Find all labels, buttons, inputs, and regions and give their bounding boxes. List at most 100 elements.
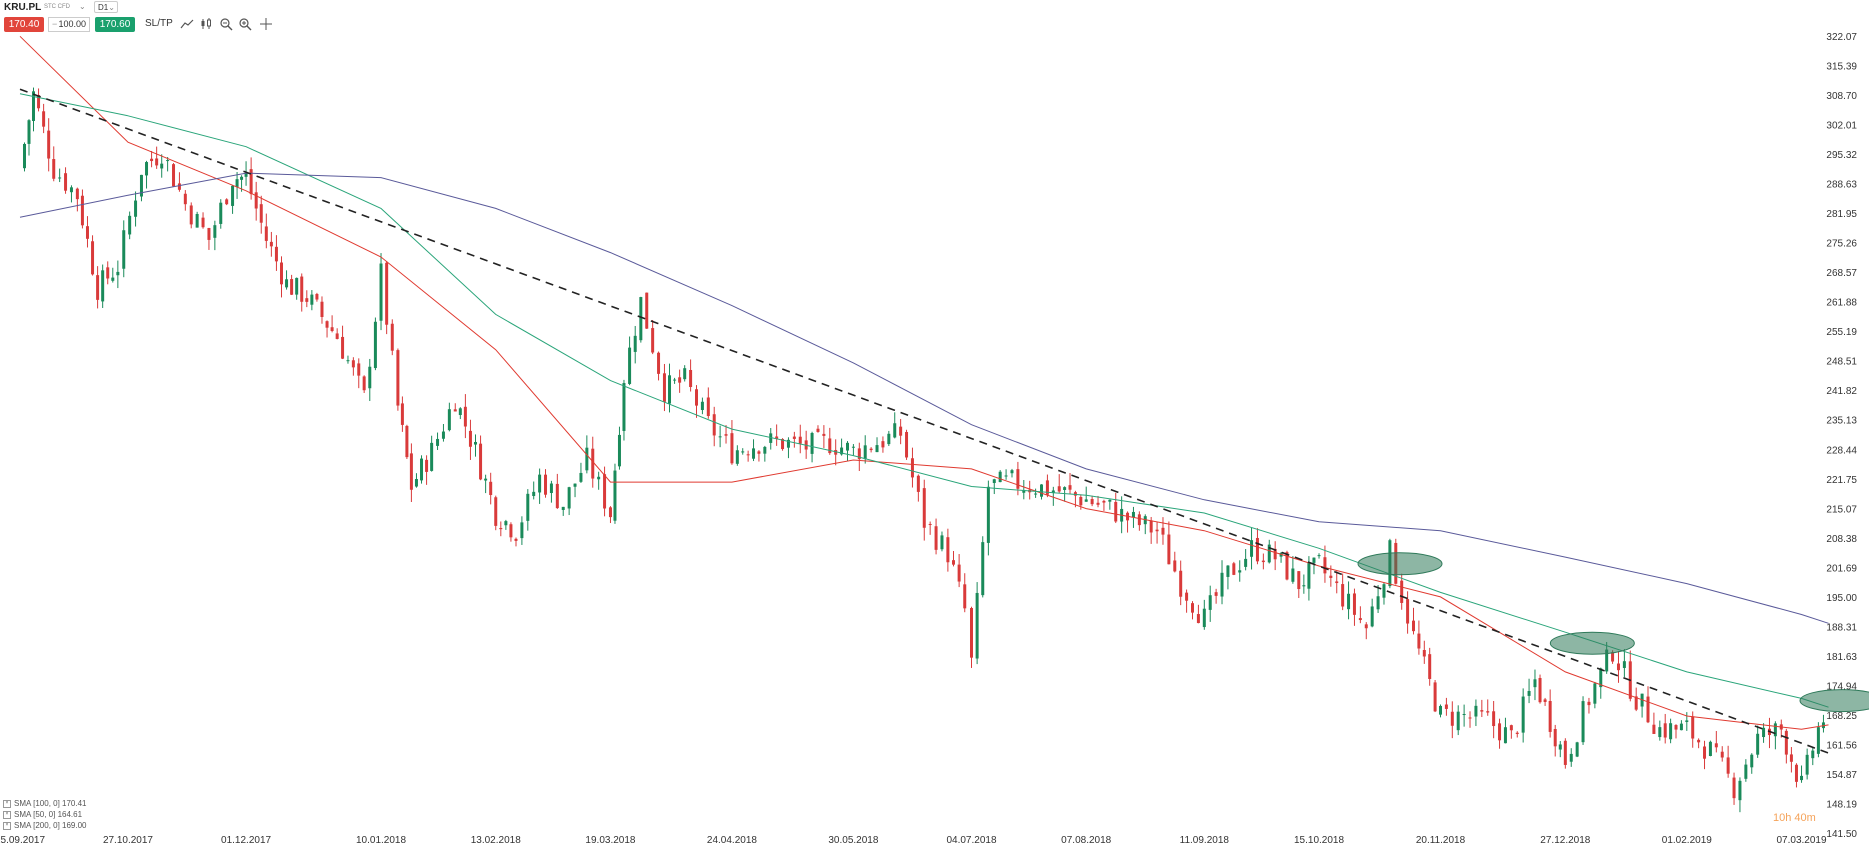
candle-body	[139, 174, 143, 197]
candle-body	[1417, 633, 1421, 649]
candle-body	[1658, 727, 1662, 738]
candle-body	[651, 328, 655, 353]
candle-body	[22, 143, 26, 169]
candle-body	[213, 225, 217, 238]
candle-body	[567, 487, 571, 509]
legend-row[interactable]: × SMA [50, 0] 164.61	[3, 809, 87, 820]
legend-row[interactable]: × SMA [100, 0] 170.41	[3, 798, 87, 809]
crosshair-icon[interactable]	[259, 17, 273, 31]
y-tick-label: 288.63	[1826, 180, 1857, 191]
candle-body	[1548, 700, 1552, 732]
candle-body	[75, 188, 79, 200]
candle-body	[373, 321, 377, 369]
candle-body	[1096, 502, 1100, 505]
candle-body	[1307, 562, 1311, 589]
sma-line	[19, 35, 1829, 730]
legend-label: SMA [200, 0] 169.00	[14, 821, 87, 830]
candle-body	[1456, 711, 1460, 731]
candle-body	[1191, 603, 1194, 613]
toolbar: KRU.PL STC CFD ⌄ D1 ⌄ 170.40 −100.00 170.…	[0, 0, 300, 34]
candle-body	[315, 293, 319, 300]
zoom-out-icon[interactable]	[219, 17, 233, 31]
candle-body	[47, 130, 51, 159]
sltp-button[interactable]: SL/TP	[145, 18, 173, 29]
candle-body	[1214, 592, 1218, 596]
candle-body	[1302, 585, 1306, 587]
candle-body	[899, 426, 903, 436]
candle-body	[1291, 568, 1295, 582]
candle-body	[857, 448, 861, 460]
y-tick-label: 235.13	[1826, 416, 1857, 427]
close-icon[interactable]: ×	[3, 810, 11, 819]
y-tick-label: 248.51	[1826, 357, 1857, 368]
candle-body	[1794, 764, 1798, 782]
trendline	[19, 88, 1829, 754]
candle-body	[1697, 739, 1701, 743]
sell-button[interactable]: 170.40	[4, 17, 44, 32]
candle-body	[1226, 565, 1230, 577]
candles-icon[interactable]	[200, 17, 214, 31]
candle-body	[219, 202, 223, 224]
candle-body	[520, 522, 524, 539]
legend-row[interactable]: × SMA [200, 0] 169.00	[3, 820, 87, 831]
candle-body	[585, 447, 589, 471]
zoom-in-icon[interactable]	[238, 17, 252, 31]
candle-body	[881, 441, 885, 448]
candle-body	[561, 506, 565, 510]
candle-body	[58, 177, 62, 179]
candle-body	[357, 363, 361, 376]
candle-body	[1708, 741, 1712, 756]
y-tick-label: 154.87	[1826, 770, 1857, 781]
close-icon[interactable]: ×	[3, 799, 11, 808]
y-tick-label: 228.44	[1826, 445, 1857, 456]
y-tick-label: 174.94	[1826, 681, 1857, 692]
candle-body	[341, 336, 345, 359]
candle-body	[992, 479, 996, 484]
chevron-down-icon[interactable]: ⌄	[79, 2, 86, 11]
touch-zone-ellipse	[1357, 552, 1443, 576]
candle-body	[1267, 544, 1271, 563]
candle-body	[264, 226, 268, 241]
candle-body	[396, 350, 400, 406]
candle-body	[1691, 716, 1695, 739]
candle-body	[499, 528, 503, 530]
candle-body	[1789, 754, 1793, 762]
candle-body	[1433, 682, 1437, 712]
candle-body	[1744, 764, 1748, 779]
timeframe-select[interactable]: D1 ⌄	[94, 1, 118, 13]
close-icon[interactable]: ×	[3, 821, 11, 830]
buy-button[interactable]: 170.60	[95, 17, 135, 32]
volume-input[interactable]: −100.00	[48, 17, 90, 32]
legend-label: SMA [50, 0] 164.61	[14, 810, 83, 819]
candle-body	[201, 217, 205, 228]
candle-body	[591, 448, 595, 479]
candle-body	[683, 368, 687, 380]
candle-body	[910, 458, 914, 478]
candle-body	[810, 433, 814, 454]
candle-body	[116, 271, 120, 276]
candle-body	[712, 414, 716, 436]
candle-body	[922, 488, 926, 528]
candle-body	[1773, 723, 1777, 737]
candle-body	[781, 439, 785, 450]
candle-body	[436, 438, 440, 446]
candle-countdown: 10h 40m	[1773, 812, 1816, 824]
candle-body	[1714, 743, 1718, 748]
candle-body	[330, 327, 334, 331]
candle-body	[757, 451, 761, 454]
candle-body	[1335, 581, 1339, 584]
symbol-label[interactable]: KRU.PL	[4, 2, 42, 13]
trend-line-icon[interactable]	[180, 17, 194, 31]
candle-body	[64, 173, 68, 191]
y-tick-label: 188.31	[1826, 622, 1857, 633]
candle-body	[458, 408, 462, 416]
candle-body	[1084, 499, 1088, 502]
candle-body	[425, 459, 429, 472]
candle-body	[792, 436, 796, 439]
candle-body	[231, 185, 235, 206]
candle-body	[295, 277, 299, 295]
candle-body	[1474, 705, 1478, 717]
candle-body	[730, 433, 734, 464]
minus-icon[interactable]: −	[52, 19, 58, 29]
